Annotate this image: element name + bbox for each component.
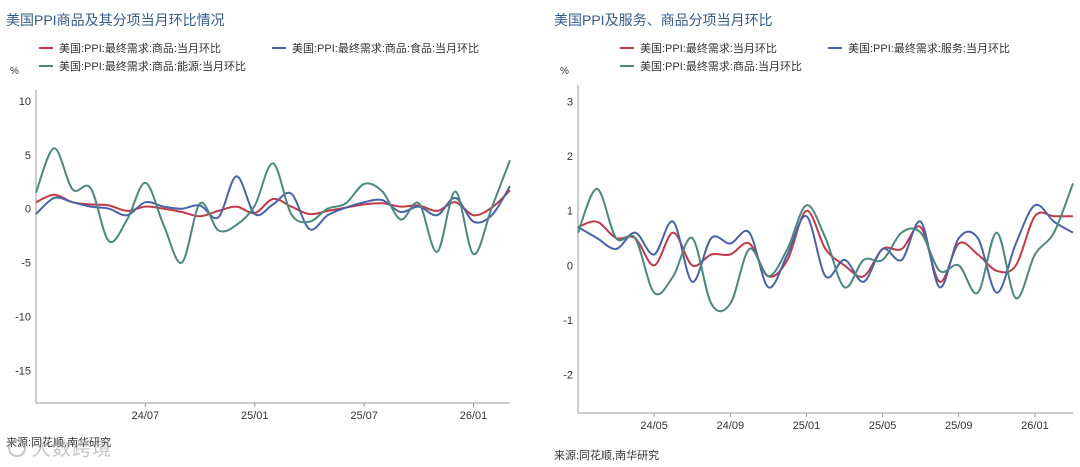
series-line-1	[35, 189, 511, 218]
legend-item: 美国:PPI:最终需求:商品:当月环比	[620, 59, 802, 73]
y-tick-label: 3	[567, 96, 573, 108]
watermark-text: 大数跨境	[32, 439, 113, 460]
x-tick-label: 24/07	[132, 410, 160, 422]
y-tick-label: -2	[563, 370, 573, 382]
y-tick-label: -5	[21, 258, 31, 270]
legend-item: 美国:PPI:最终需求:商品:食品:当月环比	[272, 41, 479, 55]
legend-label: 美国:PPI:最终需求:商品:能源:当月环比	[59, 59, 246, 73]
series-line-3	[577, 183, 1074, 313]
x-tick-label: 25/07	[350, 410, 378, 422]
y-tick-label: 10	[19, 96, 31, 108]
legend-label: 美国:PPI:最终需求:商品:当月环比	[59, 41, 221, 55]
watermark: 大数跨境	[8, 434, 112, 461]
right-chart-svg: % 3 2 1 0 -1 -2 24/05 24/09 25/01 25/05 25/09 26/01 美…	[560, 41, 1074, 432]
right-chart-panel: 美国PPI及服务、商品分项当月环比 % 3 2 1 0 -1 -2 24/05 24/09 25/…	[540, 0, 1080, 467]
series-line-2	[35, 175, 511, 231]
legend-item: 美国:PPI:最终需求:商品:能源:当月环比	[39, 59, 246, 73]
y-tick-label: -10	[15, 312, 31, 324]
legend-label: 美国:PPI:最终需求:商品:当月环比	[640, 59, 802, 73]
right-chart-source: 来源:同花顺,南华研究	[554, 450, 660, 462]
y-tick-label: 0	[25, 204, 31, 216]
legend-item: 美国:PPI:最终需求:商品:当月环比	[39, 41, 221, 55]
legend-label: 美国:PPI:最终需求:商品:食品:当月环比	[292, 41, 479, 55]
y-unit-label: %	[560, 66, 569, 77]
y-tick-label: 2	[567, 151, 573, 163]
x-tick-label: 25/09	[945, 420, 973, 432]
x-tick-label: 25/01	[241, 410, 269, 422]
series-line-2	[577, 203, 1074, 294]
x-tick-label: 24/05	[640, 420, 668, 432]
legend-label: 美国:PPI:最终需求:当月环比	[640, 41, 777, 55]
y-unit-label: %	[10, 66, 19, 77]
y-tick-label: 1	[567, 206, 573, 218]
left-chart-svg: % 10 5 0 -5 -10 -15 24/07 25/01 25/07 26/01 美国:PPI:…	[10, 41, 511, 422]
series-line-1	[577, 209, 1073, 283]
left-chart-panel: 美国PPI商品及其分项当月环比情况 % 10 5 0 -5 -10 -15 24/07 25/0…	[6, 12, 511, 461]
y-tick-label: 0	[567, 260, 573, 272]
right-chart-title: 美国PPI及服务、商品分项当月环比	[554, 12, 773, 28]
legend-item: 美国:PPI:最终需求:当月环比	[620, 41, 777, 55]
series-line-3	[35, 147, 511, 264]
watermark-logo-icon	[8, 439, 26, 457]
left-chart-source: 来源:同花顺,南华研究	[6, 437, 112, 449]
y-tick-label: 5	[25, 150, 31, 162]
x-tick-label: 24/09	[717, 420, 745, 432]
x-tick-label: 26/01	[460, 410, 488, 422]
legend-label: 美国:PPI:最终需求:服务:当月环比	[848, 41, 1010, 55]
legend-item: 美国:PPI:最终需求:服务:当月环比	[828, 41, 1010, 55]
y-tick-label: -1	[563, 315, 573, 327]
x-tick-label: 26/01	[1021, 420, 1049, 432]
left-chart-title: 美国PPI商品及其分项当月环比情况	[6, 12, 225, 28]
y-tick-label: -15	[15, 366, 31, 378]
x-tick-label: 25/05	[869, 420, 897, 432]
x-tick-label: 25/01	[793, 420, 821, 432]
